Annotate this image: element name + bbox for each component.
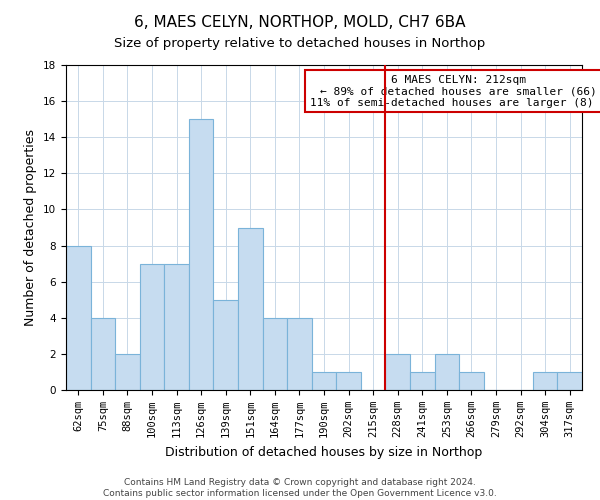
Text: Size of property relative to detached houses in Northop: Size of property relative to detached ho…	[115, 38, 485, 51]
Bar	[410, 372, 434, 390]
Bar	[91, 318, 115, 390]
Bar	[459, 372, 484, 390]
Bar	[434, 354, 459, 390]
Text: Contains HM Land Registry data © Crown copyright and database right 2024.
Contai: Contains HM Land Registry data © Crown c…	[103, 478, 497, 498]
Text: 6 MAES CELYN: 212sqm
← 89% of detached houses are smaller (66)
11% of semi-detac: 6 MAES CELYN: 212sqm ← 89% of detached h…	[310, 74, 600, 108]
Bar	[385, 354, 410, 390]
Y-axis label: Number of detached properties: Number of detached properties	[25, 129, 37, 326]
Bar	[238, 228, 263, 390]
X-axis label: Distribution of detached houses by size in Northop: Distribution of detached houses by size …	[166, 446, 482, 458]
Bar	[189, 119, 214, 390]
Bar	[557, 372, 582, 390]
Bar	[287, 318, 312, 390]
Bar	[214, 300, 238, 390]
Text: 6, MAES CELYN, NORTHOP, MOLD, CH7 6BA: 6, MAES CELYN, NORTHOP, MOLD, CH7 6BA	[134, 15, 466, 30]
Bar	[533, 372, 557, 390]
Bar	[115, 354, 140, 390]
Bar	[66, 246, 91, 390]
Bar	[140, 264, 164, 390]
Bar	[336, 372, 361, 390]
Bar	[312, 372, 336, 390]
Bar	[263, 318, 287, 390]
Bar	[164, 264, 189, 390]
